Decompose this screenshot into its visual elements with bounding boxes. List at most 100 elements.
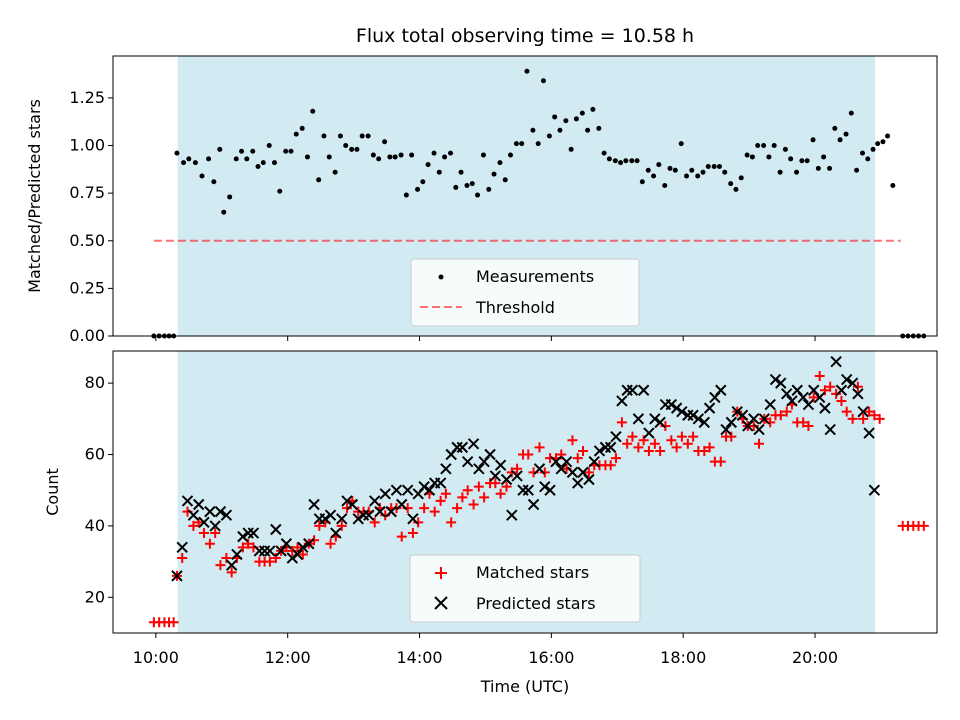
x-axis-label: Time (UTC)	[480, 677, 569, 696]
measurement-point	[546, 133, 552, 139]
matched-star-point	[605, 460, 616, 471]
y-tick-label: 0.50	[69, 231, 105, 250]
measurement-point	[431, 150, 437, 156]
x-tick-label: 18:00	[660, 648, 706, 667]
predicted-star-point	[363, 509, 375, 521]
measurement-point	[749, 154, 755, 160]
predicted-star-point	[494, 459, 507, 471]
predicted-star-point	[780, 388, 793, 400]
matched-star-point	[468, 499, 479, 510]
measurement-point	[326, 154, 332, 160]
matched-star-point	[314, 520, 325, 531]
matched-star-point	[539, 467, 550, 478]
predicted-star-point	[341, 495, 353, 507]
predicted-star-point	[270, 523, 282, 536]
matched-star-point	[287, 545, 298, 556]
measurement-point	[370, 152, 376, 158]
predicted-star-point	[214, 505, 227, 518]
measurement-point	[573, 116, 579, 122]
predicted-star-point	[643, 427, 655, 439]
measurement-point	[815, 165, 821, 171]
measurement-point	[875, 141, 881, 147]
predicted-star-point	[319, 513, 331, 525]
matched-star-point	[336, 520, 347, 531]
legend-matched-label: Matched stars	[476, 563, 589, 582]
matched-star-point	[237, 542, 248, 553]
matched-star-point	[215, 560, 226, 571]
matched-star-point	[479, 492, 490, 503]
predicted-star-point	[632, 413, 645, 425]
y-tick-label: 20	[85, 587, 105, 606]
measurement-point	[239, 148, 245, 154]
measurement-point	[766, 154, 772, 160]
measurement-point	[656, 162, 662, 168]
predicted-star-point	[670, 402, 683, 414]
measurement-point	[519, 141, 525, 147]
matched-star-point	[264, 556, 275, 567]
measurement-point	[843, 131, 849, 137]
predicted-star-point	[566, 466, 579, 479]
predicted-star-point	[297, 541, 309, 554]
measurement-point	[398, 152, 404, 158]
predicted-star-point	[786, 395, 798, 407]
measurement-point	[590, 106, 596, 112]
measurement-point	[837, 137, 843, 143]
matched-star-point	[622, 438, 633, 449]
predicted-star-point	[637, 384, 650, 396]
measurement-point	[700, 169, 706, 175]
matched-star-point	[501, 481, 512, 492]
predicted-star-point	[401, 484, 414, 496]
matched-star-point	[325, 538, 336, 549]
measurement-point	[502, 177, 508, 183]
predicted-star-point	[308, 498, 320, 511]
measurement-points	[151, 68, 927, 339]
measurement-point	[689, 167, 695, 173]
matched-star-point	[396, 531, 407, 542]
measurement-point	[233, 156, 239, 162]
legend-matched-marker	[435, 567, 447, 579]
measurement-point	[260, 160, 266, 166]
predicted-star-point	[863, 427, 875, 439]
measurement-point	[678, 141, 684, 147]
predicted-star-point	[396, 498, 408, 511]
matched-star-point	[270, 553, 281, 564]
measurement-point	[425, 162, 431, 168]
matched-star-point	[704, 442, 715, 453]
measurement-point	[711, 163, 717, 169]
predicted-star-point	[654, 416, 666, 429]
predicted-star-point	[824, 423, 836, 436]
predicted-star-point	[731, 405, 743, 418]
matched-star-point	[633, 442, 644, 453]
ratio-y-ticks: 0.00 0.25 0.50 0.75 1.00 1.25	[69, 88, 113, 345]
x-tick-label: 10:00	[133, 648, 179, 667]
measurement-point	[794, 169, 800, 175]
predicted-star-point	[593, 445, 606, 457]
measurement-point	[293, 131, 299, 137]
matched-star-point	[198, 528, 209, 539]
measurement-point	[733, 186, 739, 192]
predicted-star-point	[676, 405, 688, 418]
predicted-star-point	[181, 495, 194, 507]
predicted-star-point	[461, 455, 474, 468]
matched-star-point	[473, 481, 484, 492]
predicted-star-point	[550, 455, 562, 468]
matched-star-point	[754, 438, 765, 449]
x-tick-label: 14:00	[396, 648, 442, 667]
legend-predicted-label: Predicted stars	[476, 594, 596, 613]
measurement-point	[354, 146, 360, 152]
predicted-star-point	[588, 455, 600, 468]
measurement-point	[535, 141, 541, 147]
measurement-point	[299, 125, 305, 131]
matched-star-point	[643, 445, 654, 456]
measurement-point	[453, 184, 459, 190]
ratio-x-ticks	[155, 336, 816, 341]
measurement-point	[304, 154, 310, 160]
matched-star-point	[803, 420, 814, 431]
matched-star-point	[610, 453, 621, 464]
matched-star-point	[666, 435, 677, 446]
predicted-star-point	[539, 480, 551, 493]
measurement-point	[420, 179, 426, 185]
matched-star-point	[342, 503, 353, 514]
measurement-point	[376, 156, 382, 162]
measurement-point	[392, 154, 398, 160]
